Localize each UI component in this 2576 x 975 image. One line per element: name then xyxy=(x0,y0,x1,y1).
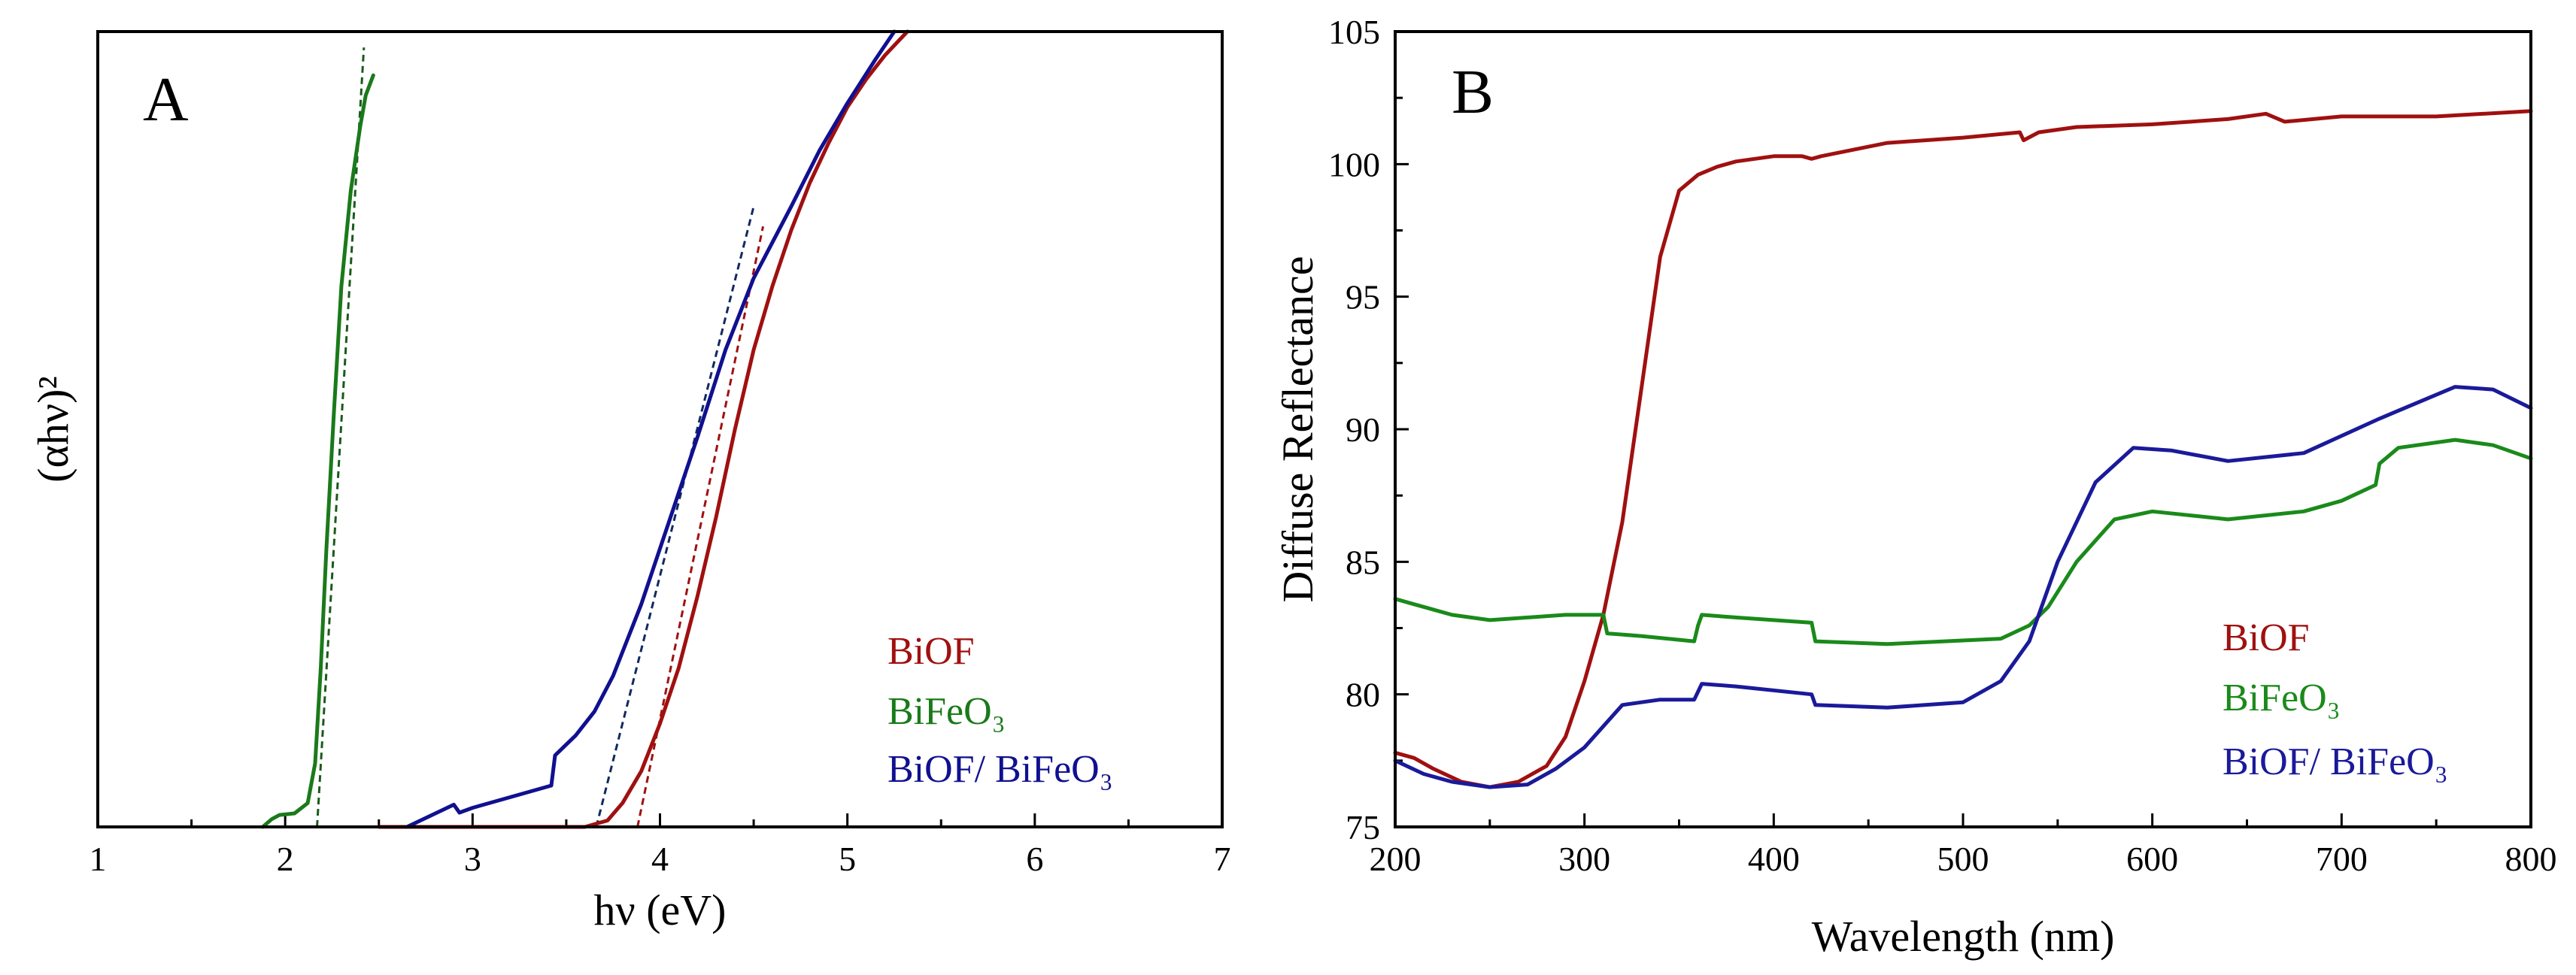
y-tick-label: 105 xyxy=(1328,13,1380,51)
series-line-bifeo3 xyxy=(260,73,375,829)
x-tick-label: 300 xyxy=(1558,840,1610,878)
y-tick-label: 90 xyxy=(1346,410,1380,449)
x-tick-label: 3 xyxy=(464,840,481,878)
series-line-biof-bifeo3 xyxy=(405,29,897,829)
y-tick-label: 75 xyxy=(1346,808,1380,846)
series-line-bifeo3 xyxy=(1393,438,2533,646)
x-tick-label: 4 xyxy=(651,840,669,878)
panel-a-y-axis-title: (αhν)² xyxy=(29,376,77,483)
x-tick-label: 800 xyxy=(2505,840,2557,878)
panel-b-y-axis-title: Diffuse Reflectance xyxy=(1273,256,1322,602)
series-line-biof xyxy=(1393,109,2533,789)
panel-a-frame xyxy=(96,30,1224,828)
y-tick-label: 85 xyxy=(1346,543,1380,581)
panel-a-x-axis-title: hν (eV) xyxy=(594,886,727,934)
x-tick-label: 500 xyxy=(1937,840,1989,878)
x-tick-label: 5 xyxy=(839,840,856,878)
x-tick-label: 400 xyxy=(1748,840,1800,878)
tangent-fit-line xyxy=(316,47,366,828)
panel-b-label: B xyxy=(1452,57,1494,127)
x-tick-label: 600 xyxy=(2126,840,2178,878)
panel-b-frame xyxy=(1394,30,2532,828)
y-tick-label: 80 xyxy=(1346,676,1380,714)
panel-a-plot-area xyxy=(260,29,909,829)
legend-entry-bifeo3: BiFeO₃ xyxy=(2223,677,2341,719)
panel-a-chart: 1 2 3 4 5 6 7 A hν (eV) (αhν)² BiOF BiFeO₃ BiO… xyxy=(29,29,1231,934)
legend-entry-biof-bifeo3: BiOF/ BiFeO₃ xyxy=(2223,740,2448,783)
y-tick-label: 95 xyxy=(1346,278,1380,316)
x-tick-label: 700 xyxy=(2316,840,2368,878)
x-tick-label: 200 xyxy=(1370,840,1422,878)
series-line-biof xyxy=(377,29,909,829)
legend-entry-biof: BiOF xyxy=(887,630,975,673)
panel-a-label: A xyxy=(143,65,189,135)
tangent-fit-line xyxy=(595,206,755,828)
x-tick-label: 7 xyxy=(1214,840,1231,878)
series-line-biof-bifeo3 xyxy=(1393,385,2533,789)
panel-b-ticks: 200 300 400 500 600 700 800 75 80 85 90 95 100 105 xyxy=(1328,13,2557,878)
legend-entry-biof-bifeo3: BiOF/ BiFeO₃ xyxy=(887,748,1113,791)
y-tick-label: 100 xyxy=(1328,145,1380,183)
panel-a-ticks: 1 2 3 4 5 6 7 xyxy=(90,813,1231,878)
legend-entry-bifeo3: BiFeO₃ xyxy=(887,690,1006,733)
panel-a-legend: BiOF BiFeO₃ BiOF/ BiFeO₃ xyxy=(887,630,1113,791)
panel-b-legend: BiOF BiFeO₃ BiOF/ BiFeO₃ xyxy=(2223,616,2448,783)
panel-b-plot-area xyxy=(1393,109,2533,789)
x-tick-label: 6 xyxy=(1026,840,1043,878)
x-tick-label: 2 xyxy=(277,840,294,878)
legend-entry-biof: BiOF xyxy=(2223,616,2310,659)
x-tick-label: 1 xyxy=(90,840,107,878)
panel-b-x-axis-title: Wavelength (nm) xyxy=(1812,912,2115,961)
